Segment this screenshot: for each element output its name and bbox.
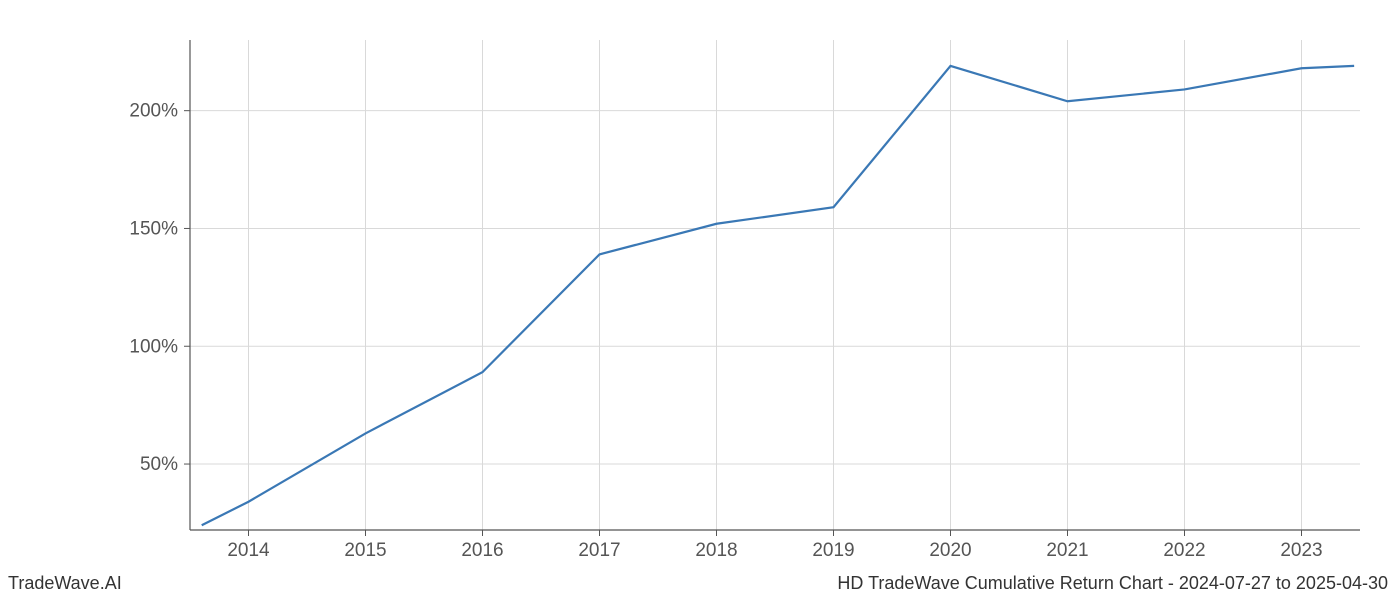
x-tick-label: 2021 (1046, 540, 1088, 561)
x-tick-label: 2017 (578, 540, 620, 561)
x-tick-label: 2016 (461, 540, 503, 561)
y-tick-label: 50% (140, 454, 178, 475)
x-tick-label: 2023 (1280, 540, 1322, 561)
footer-brand: TradeWave.AI (8, 573, 122, 594)
x-tick-label: 2015 (344, 540, 386, 561)
x-tick-label: 2014 (227, 540, 270, 561)
y-tick-label: 200% (129, 101, 178, 122)
y-tick-label: 150% (129, 218, 178, 239)
x-tick-label: 2020 (929, 540, 971, 561)
line-chart: 50% 100% 150% 200% 2014 2015 2016 2017 2018 2019 2… (0, 0, 1400, 600)
series-cumulative-return (202, 66, 1354, 525)
footer-caption: HD TradeWave Cumulative Return Chart - 2… (837, 573, 1388, 594)
x-tick-label: 2018 (695, 540, 737, 561)
x-tick-label: 2019 (812, 540, 854, 561)
x-tick-label: 2022 (1163, 540, 1205, 561)
y-tick-label: 100% (129, 336, 178, 357)
chart-container: 50% 100% 150% 200% 2014 2015 2016 2017 2018 2019 2… (0, 0, 1400, 600)
